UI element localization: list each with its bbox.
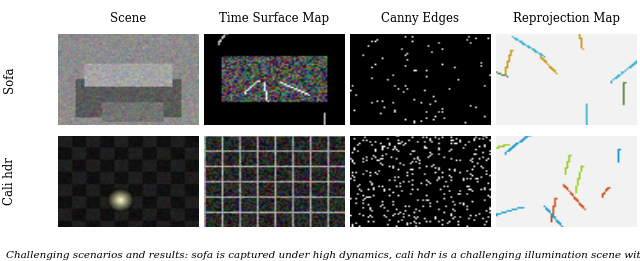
- Text: Scene: Scene: [110, 12, 146, 25]
- Text: Challenging scenarios and results: sofa is captured under high dynamics, cali hd: Challenging scenarios and results: sofa …: [6, 251, 640, 259]
- Text: Canny Edges: Canny Edges: [381, 12, 460, 25]
- Text: Sofa: Sofa: [3, 66, 16, 93]
- Text: Cali hdr: Cali hdr: [3, 157, 16, 205]
- Text: Time Surface Map: Time Surface Map: [219, 12, 329, 25]
- Text: Reprojection Map: Reprojection Map: [513, 12, 620, 25]
